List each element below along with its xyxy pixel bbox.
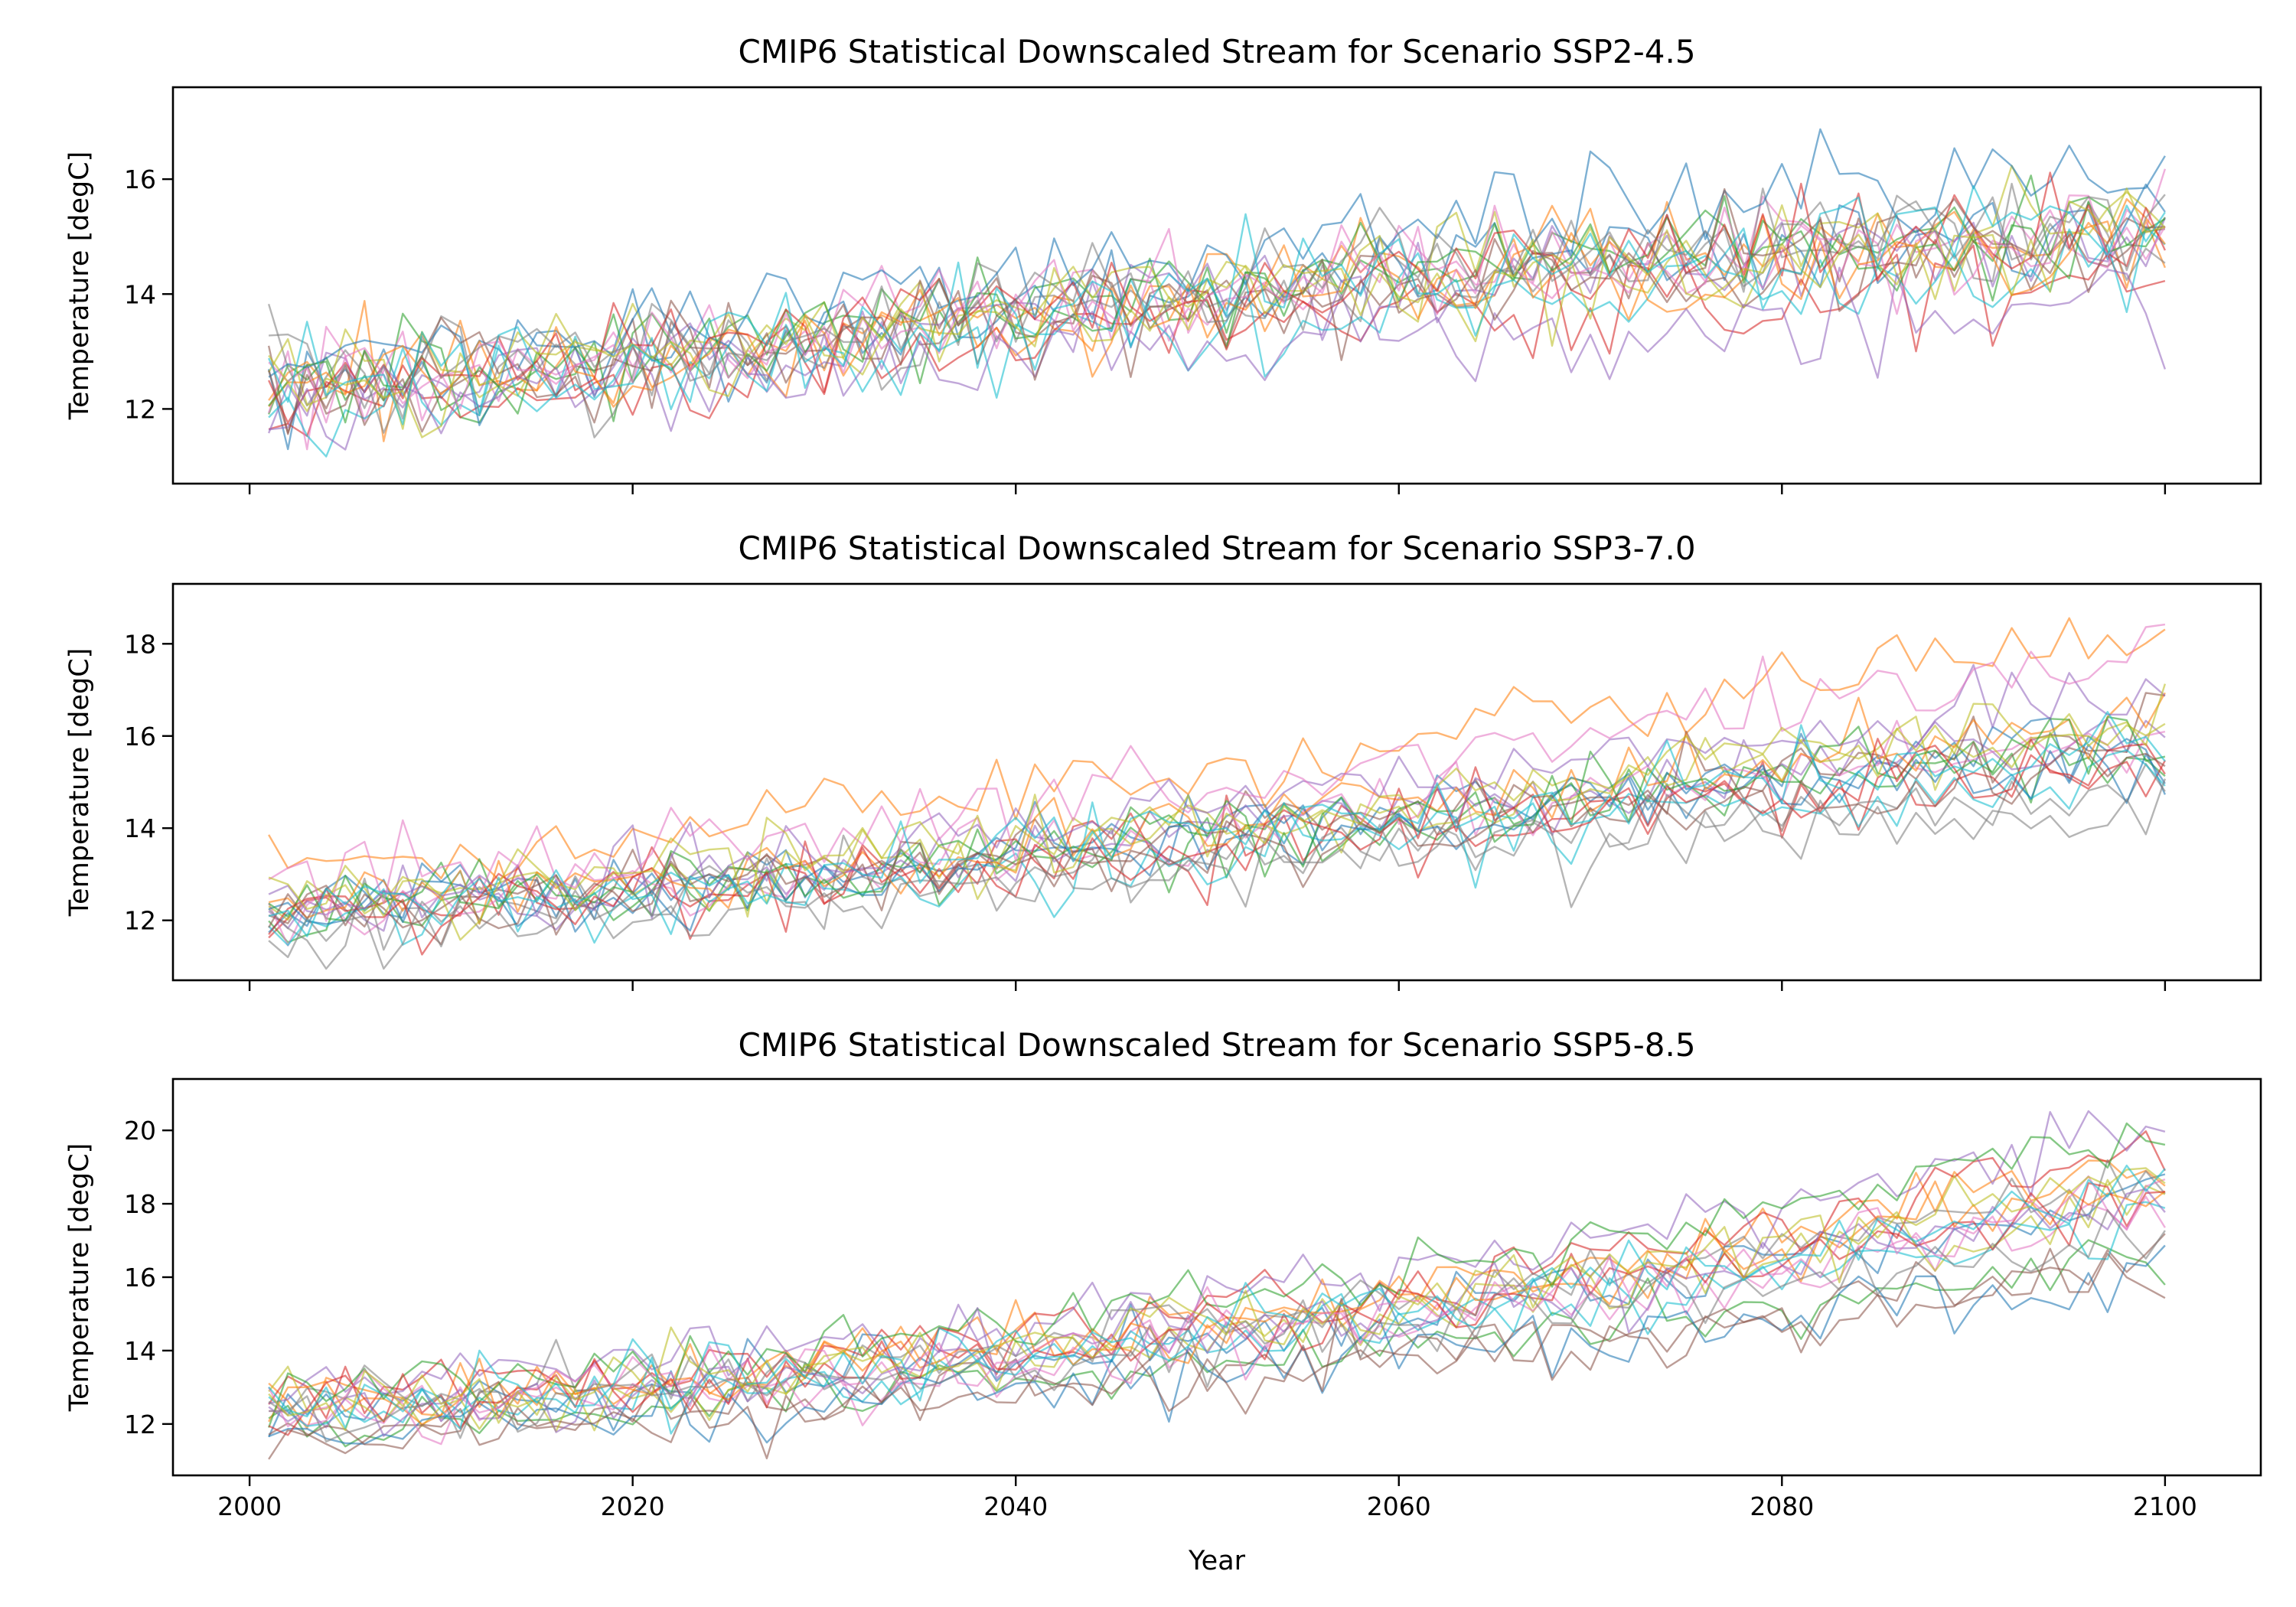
series-line-member-19 (268, 683, 2167, 941)
series-lines (268, 617, 2167, 970)
series-line-member-5 (267, 203, 2167, 434)
x-tick-label: 2020 (601, 1491, 665, 1521)
panel-ssp3-7.0: CMIP6 Statistical Downscaled Stream for … (64, 530, 2262, 991)
x-tick-label: 2000 (217, 1491, 282, 1521)
series-line-member-11 (268, 128, 2166, 426)
y-tick-label: 16 (124, 165, 156, 194)
series-line-member-18 (269, 1208, 2166, 1443)
y-axis-label: Temperature [degC] (64, 1143, 95, 1413)
y-axis: 12 14 16 (124, 165, 173, 424)
y-tick-label: 12 (124, 1410, 156, 1439)
plot-frame (171, 86, 2262, 485)
series-line-member-17 (268, 1175, 2166, 1446)
y-axis: 12 14 16 18 (124, 629, 173, 936)
series-line-member-16 (268, 742, 2166, 936)
y-axis-label: Temperature [degC] (64, 648, 95, 918)
x-tick-label: 2080 (1750, 1491, 1814, 1521)
y-tick-label: 16 (124, 722, 156, 751)
y-axis-label: Temperature [degC] (64, 152, 95, 421)
series-line-member-19 (268, 1167, 2166, 1432)
x-tick-label: 2060 (1367, 1491, 1431, 1521)
series-lines (267, 1110, 2166, 1460)
y-tick-label: 12 (124, 394, 156, 424)
series-line-member-20 (268, 1164, 2166, 1430)
y-tick-label: 14 (124, 279, 156, 309)
series-lines (267, 128, 2167, 458)
series-line-member-2 (268, 617, 2166, 881)
x-axis (248, 980, 2167, 991)
y-tick-label: 16 (124, 1263, 156, 1292)
series-line-member-14 (268, 171, 2166, 424)
x-tick-label: 2040 (983, 1491, 1048, 1521)
y-tick-label: 14 (124, 813, 156, 843)
series-line-member-17 (268, 194, 2166, 424)
panel-ssp2-4.5: CMIP6 Statistical Downscaled Stream for … (64, 33, 2262, 494)
series-line-member-16 (267, 187, 2165, 434)
series-line-member-19 (268, 187, 2166, 438)
series-line-member-6 (267, 215, 2166, 435)
series-line-member-20 (268, 184, 2166, 425)
panel-title: CMIP6 Statistical Downscaled Stream for … (738, 1026, 1695, 1064)
plot-frame (171, 582, 2262, 982)
series-line-member-15 (268, 1188, 2166, 1437)
series-line-member-16 (268, 1247, 2166, 1460)
y-tick-label: 18 (124, 629, 156, 659)
y-tick-label: 18 (124, 1189, 156, 1219)
series-line-member-10 (268, 1201, 2166, 1435)
series-line-member-11 (268, 744, 2166, 933)
series-line-member-18 (268, 778, 2167, 970)
y-axis: 12 14 16 18 20 (124, 1116, 173, 1439)
series-line-member-12 (268, 197, 2166, 408)
series-line-member-17 (268, 623, 2166, 922)
series-line-member-3 (268, 1239, 2166, 1448)
y-tick-label: 14 (124, 1336, 156, 1366)
panel-ssp5-8.5: CMIP6 Statistical Downscaled Stream for … (64, 1026, 2262, 1576)
y-tick-label: 12 (124, 906, 156, 936)
y-tick-label: 20 (124, 1116, 156, 1146)
x-axis-label: Year (1188, 1546, 1246, 1576)
panel-title: CMIP6 Statistical Downscaled Stream for … (738, 530, 1695, 567)
series-line-member-11 (268, 1244, 2166, 1446)
series-line-member-10 (268, 226, 2166, 458)
x-axis (248, 484, 2167, 494)
panel-title: CMIP6 Statistical Downscaled Stream for … (738, 33, 1695, 70)
series-line-member-20 (268, 711, 2166, 937)
x-axis: 2000 2020 2040 2060 2080 2100 (217, 1475, 2197, 1521)
x-tick-label: 2100 (2133, 1491, 2197, 1521)
series-line-member-14 (268, 1182, 2165, 1436)
